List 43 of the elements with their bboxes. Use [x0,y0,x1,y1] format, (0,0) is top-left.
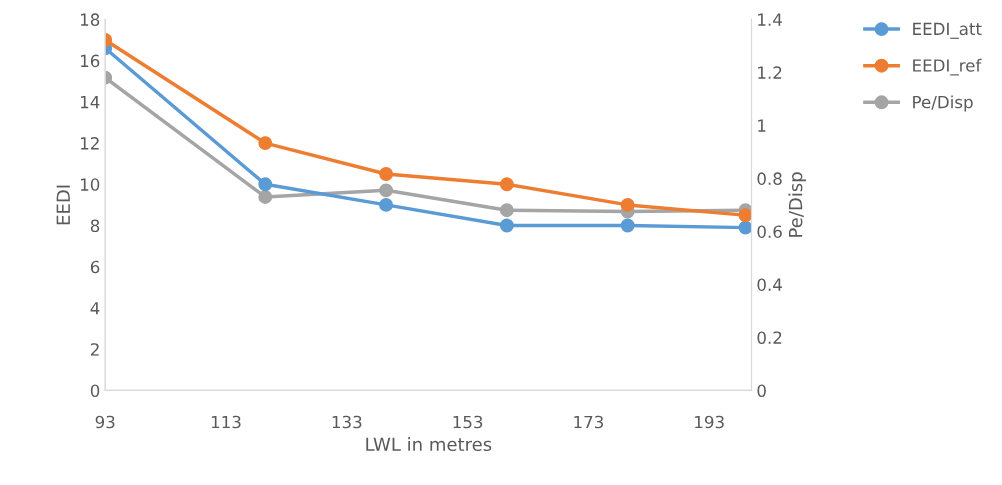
y2-tick-label: 0.4 [757,278,782,291]
y-tick-label: 12 [80,137,99,150]
y-axis-title: EEDI [56,185,70,225]
point [258,177,273,192]
y-tick-label: 6 [90,260,100,274]
legend-label: EEDI_ref [913,58,982,76]
y2-tick-label: 0.2 [757,331,782,344]
y-tick-label: 8 [90,219,100,233]
legend-label: EEDI_att [913,22,982,39]
point [258,136,273,151]
point [499,177,514,192]
point [379,183,394,198]
x-tick-label: 193 [695,415,724,429]
y-tick-label: 18 [80,13,100,26]
x-tick-label: 173 [574,415,603,429]
y2-tick-label: 0.8 [757,172,782,185]
point [738,208,752,223]
y-tick-label: 0 [90,384,100,397]
x-axis-title: LWL in metres [366,437,492,452]
y-tick-label: 4 [90,302,100,315]
y-tick-label: 14 [80,96,100,109]
x-tick-label: 113 [211,415,241,429]
point [620,218,635,233]
point [379,197,394,212]
y2-tick-label: 1.4 [758,13,782,26]
y2-tick-label: 1.2 [758,66,782,79]
x-tick-label: 93 [95,415,115,429]
y-tick-label: 10 [80,178,100,191]
y2-tick-label: 1 [758,119,766,132]
x-tick-label: 153 [453,415,483,429]
legend-label: Pe/Disp [913,95,973,112]
y-tick-label: 16 [80,54,100,68]
y2-tick-label: 0 [757,384,766,397]
y-tick-label: 2 [90,343,99,356]
point [738,220,752,235]
point [499,203,514,218]
x-tick-label: 133 [332,415,362,429]
point [620,197,635,212]
y2-tick-label: 0.6 [757,225,782,238]
y2-axis-title: Pe/Disp [788,172,806,237]
point [258,190,273,204]
point [499,218,514,233]
point [379,167,394,181]
